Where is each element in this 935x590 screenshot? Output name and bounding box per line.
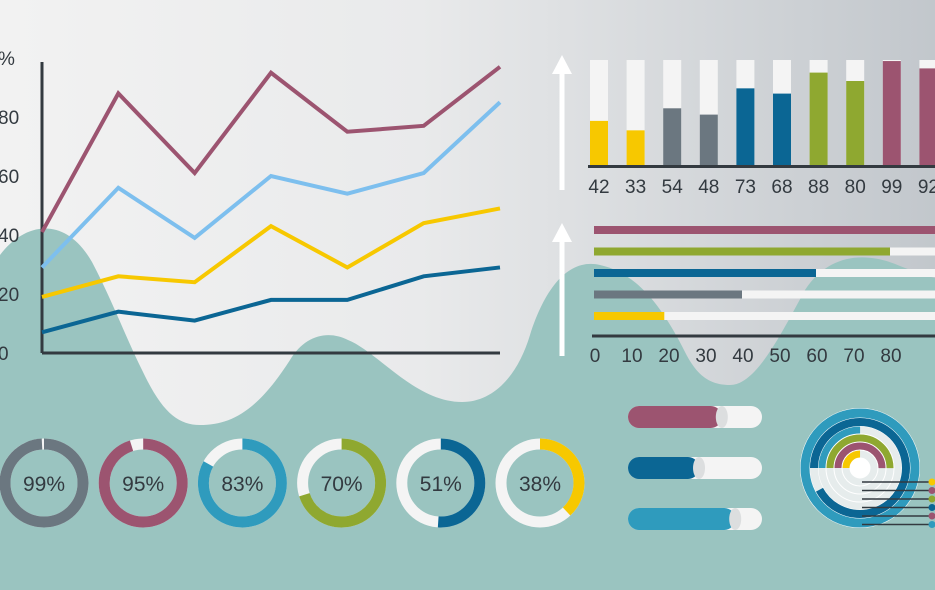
hbar-track — [594, 312, 935, 320]
ring-legend-dot — [928, 512, 935, 520]
hbar-axis-arrowhead — [552, 223, 572, 242]
vbar-bar — [736, 88, 755, 165]
ring-arc — [818, 426, 902, 510]
ring-arc — [842, 450, 878, 486]
donut-arc — [0, 438, 89, 528]
pill-fill-cap — [729, 508, 742, 530]
hbar-x-tick: 60 — [806, 346, 827, 367]
vbar-category-label: 48 — [698, 177, 719, 198]
ring-arc — [810, 418, 910, 518]
donut-arc — [197, 438, 287, 528]
line-chart-y-tick: 20 — [0, 285, 19, 306]
ring-legend-dot — [928, 478, 935, 486]
vbar-category-label: 54 — [662, 177, 684, 198]
pill-progress-bars — [628, 406, 762, 530]
horizontal-bar-chart: 0 10 20 30 40 50 60 70 80 — [552, 223, 935, 367]
donut-arc — [297, 438, 387, 528]
ring-arc — [826, 434, 894, 502]
hbar-x-tick: 10 — [621, 346, 642, 367]
pill-fill — [628, 508, 736, 530]
donut-arc — [396, 438, 486, 528]
ring-arc — [800, 408, 920, 528]
hbar-x-tick: 70 — [843, 346, 864, 367]
pill-fill-cap — [693, 457, 706, 479]
ring-legend-dot — [928, 495, 935, 503]
ring-legend-dot — [928, 521, 935, 528]
vbar-category-label: 80 — [845, 177, 866, 198]
vbar-bar — [699, 114, 718, 165]
line-chart-y-tick: 0 — [0, 344, 9, 365]
hbar-bar — [594, 269, 816, 277]
line-chart-y-tick: % — [0, 49, 15, 70]
donut-percent-label: 38% — [519, 473, 561, 496]
vbar-category-label: 99 — [881, 177, 902, 198]
line-series-yellow — [41, 206, 501, 299]
donut-percent-label: 70% — [321, 473, 363, 496]
hbar-x-tick: 50 — [769, 346, 790, 367]
hbar-track — [594, 290, 935, 299]
donut-arc — [98, 438, 188, 528]
hbar-bar — [594, 312, 665, 320]
vbar-category-label: 88 — [808, 177, 829, 198]
donut-arc — [495, 438, 585, 528]
line-chart-y-tick: 60 — [0, 167, 19, 188]
vbar-category-label: 73 — [735, 177, 756, 198]
hbar-x-tick: 80 — [880, 346, 901, 367]
vbar-category-label: 92 — [918, 177, 935, 198]
donut-charts: 99% 95% 83% 70% 51% 38% — [0, 438, 585, 528]
hbar-x-tick: 30 — [695, 346, 716, 367]
line-chart: 0 20 40 60 80% — [0, 49, 502, 365]
pill-fill-cap — [715, 406, 728, 428]
hbar-bar — [594, 290, 742, 299]
line-series-darkblue — [41, 265, 501, 335]
ring-legend-dot — [928, 487, 935, 494]
vbar-bar — [626, 130, 645, 165]
hbar-x-tick: 20 — [658, 346, 679, 367]
hbar-x-tick: 0 — [590, 346, 601, 367]
vertical-bar-chart: 42 33 54 48 73 68 88 80 99 92 — [552, 55, 935, 198]
pill-fill — [628, 457, 700, 479]
hbar-bar — [594, 247, 890, 256]
vbar-category-label: 42 — [588, 177, 609, 198]
line-chart-y-tick: 40 — [0, 226, 19, 247]
concentric-ring-chart — [800, 408, 935, 528]
donut-percent-label: 99% — [23, 473, 65, 496]
line-series-maroon — [40, 65, 502, 234]
vbar-bar — [590, 120, 608, 165]
pill-fill — [628, 406, 722, 428]
hbar-bar — [594, 226, 935, 234]
hbar-x-tick: 40 — [732, 346, 753, 367]
vbar-bar — [809, 72, 828, 165]
vbar-category-label: 68 — [771, 177, 792, 198]
line-series-lightblue — [40, 100, 502, 269]
donut-percent-label: 83% — [221, 473, 263, 496]
vbar-bar — [773, 93, 791, 165]
donut-percent-label: 95% — [122, 473, 164, 496]
vbar-bar — [663, 108, 682, 165]
vbar-bar — [919, 68, 935, 165]
line-chart-y-tick: 80 — [0, 108, 19, 129]
ring-legend-dot — [928, 504, 935, 511]
vbar-axis-arrowhead — [552, 55, 572, 74]
background-wave — [0, 228, 935, 590]
ring-arc — [834, 442, 886, 494]
donut-percent-label: 51% — [420, 473, 462, 496]
vbar-category-label: 33 — [625, 177, 646, 198]
vbar-bar — [846, 81, 865, 165]
vbar-bar — [882, 61, 901, 165]
